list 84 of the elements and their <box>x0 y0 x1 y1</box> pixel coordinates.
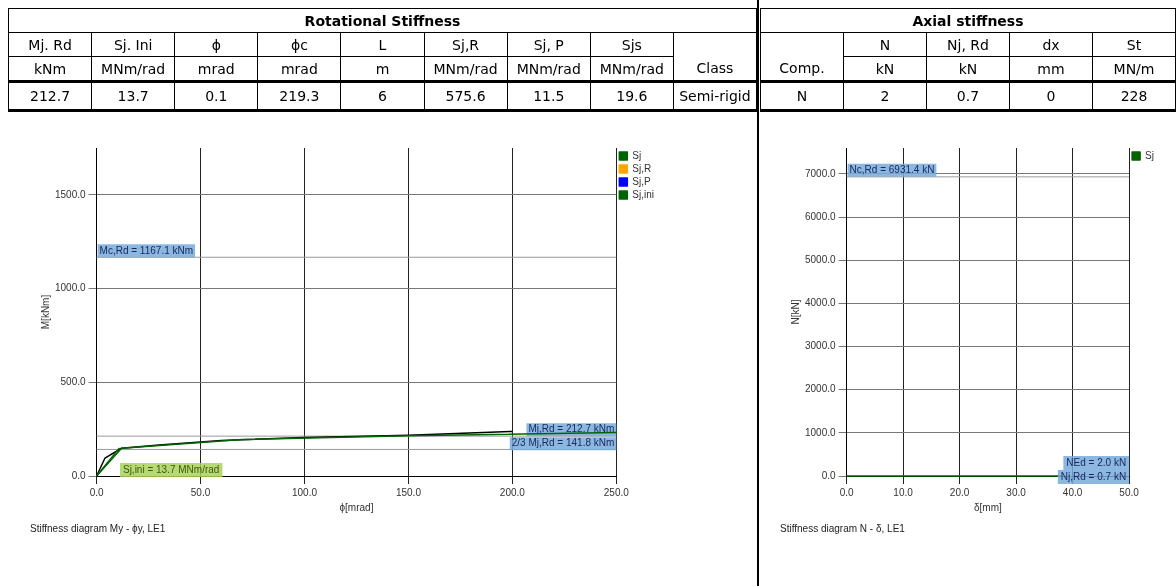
x-tick-label: 100.0 <box>291 486 318 498</box>
ref-line-label: Mj,Rd = 212.7 kNm <box>528 423 615 435</box>
text: kN <box>875 60 895 77</box>
x-tick-label: 10.0 <box>893 486 914 498</box>
ref-line-label: Nc,Rd = 6931.4 kN <box>849 164 935 176</box>
category-label: ϕc <box>257 32 341 57</box>
text: Axial stiffness <box>760 8 1176 33</box>
x-tick-label: 20.0 <box>949 486 970 498</box>
text: mrad <box>280 60 318 77</box>
text: mrad <box>197 60 235 77</box>
y-tick-label: 1000.0 <box>54 282 87 294</box>
y-tick-label: 1000.0 <box>804 426 837 438</box>
y-tick-label: 6000.0 <box>804 210 837 222</box>
y-axis-title: N[kN] <box>789 299 801 325</box>
y-tick-label: 500.0 <box>60 376 87 388</box>
text: 228 <box>1120 88 1148 104</box>
text: Stiffness diagram My - ϕy, LE1 <box>30 523 166 534</box>
y-tick-label: 3000.0 <box>804 340 837 352</box>
x-tick-label: 40.0 <box>1062 486 1083 498</box>
text: Class <box>696 60 734 77</box>
category-label: ϕ <box>174 32 258 57</box>
y-tick-label: 7000.0 <box>804 167 837 179</box>
x-axis-title: δ[mm] <box>973 501 1002 513</box>
category-label: Sj,R <box>424 32 508 57</box>
text: 219.3 <box>279 88 320 104</box>
text: mm <box>1037 60 1065 77</box>
text: 575.6 <box>445 88 486 104</box>
legend-label: Sj <box>1145 149 1155 161</box>
category-label: Nj, Rd <box>926 32 1010 57</box>
text: kN <box>958 60 978 77</box>
x-tick-label: 30.0 <box>1006 486 1027 498</box>
x-tick-label: 0.0 <box>839 486 854 498</box>
text: 6 <box>378 88 387 104</box>
text: 212.7 <box>30 88 71 104</box>
category-label: Sj, P <box>507 32 591 57</box>
x-axis-title: ϕ[mrad] <box>339 501 374 513</box>
category-label: Sjs <box>590 32 674 57</box>
text: MNm/rad <box>101 60 166 77</box>
text: 2 <box>880 88 890 104</box>
x-tick-label: 200.0 <box>499 486 526 498</box>
ref-line-label: 2/3 Mj,Rd = 141.8 kNm <box>511 437 615 449</box>
y-tick-label: 1500.0 <box>54 188 87 200</box>
text: Comp. <box>779 60 825 77</box>
category-label: dx <box>1009 32 1093 57</box>
text: Rotational Stiffness <box>8 8 757 33</box>
ref-line-label: Mc,Rd = 1167.1 kNm <box>99 244 194 256</box>
legend-label: Sj,P <box>632 175 651 187</box>
y-axis-title: M[kNm] <box>39 294 51 330</box>
x-tick-label: 150.0 <box>395 486 422 498</box>
text: 11.5 <box>533 88 565 104</box>
text: MNm/rad <box>433 60 498 77</box>
y-tick-label: 0.0 <box>71 469 87 481</box>
text: Semi-rigid <box>679 88 751 104</box>
category-label: St <box>1092 32 1176 57</box>
text: MNm/rad <box>516 60 581 77</box>
text: MN/m <box>1113 60 1155 77</box>
text: 19.6 <box>616 88 648 104</box>
legend-label: Sj <box>632 149 642 161</box>
text: 0.7 <box>956 88 980 104</box>
y-tick-label: 0.0 <box>821 469 837 481</box>
y-tick-label: 2000.0 <box>804 383 837 395</box>
text: 0.1 <box>205 88 228 104</box>
y-tick-label: 4000.0 <box>804 297 837 309</box>
x-tick-label: 0.0 <box>89 486 104 498</box>
category-label: N <box>843 32 927 57</box>
category-label: Mj. Rd <box>8 32 92 57</box>
text: MNm/rad <box>599 60 664 77</box>
annotation: Nj,Rd = 0.7 kN <box>1060 470 1127 482</box>
annotation: Sj,ini = 13.7 MNm/rad <box>122 463 220 475</box>
category-label: Sj. Ini <box>91 32 175 57</box>
text: m <box>375 60 390 77</box>
annotation: NEd = 2.0 kN <box>1066 456 1127 468</box>
legend-label: Sj,ini <box>632 188 655 200</box>
x-tick-label: 50.0 <box>1119 486 1140 498</box>
text: 13.7 <box>117 88 149 104</box>
text: kNm <box>33 60 67 77</box>
text: 0 <box>1046 88 1056 104</box>
x-tick-label: 50.0 <box>190 486 211 498</box>
legend-label: Sj,R <box>632 162 652 174</box>
text: N <box>796 88 808 104</box>
category-label: L <box>340 32 425 57</box>
text: Stiffness diagram N - δ, LE1 <box>780 523 905 534</box>
x-tick-label: 250.0 <box>603 486 630 498</box>
y-tick-label: 5000.0 <box>804 253 837 265</box>
